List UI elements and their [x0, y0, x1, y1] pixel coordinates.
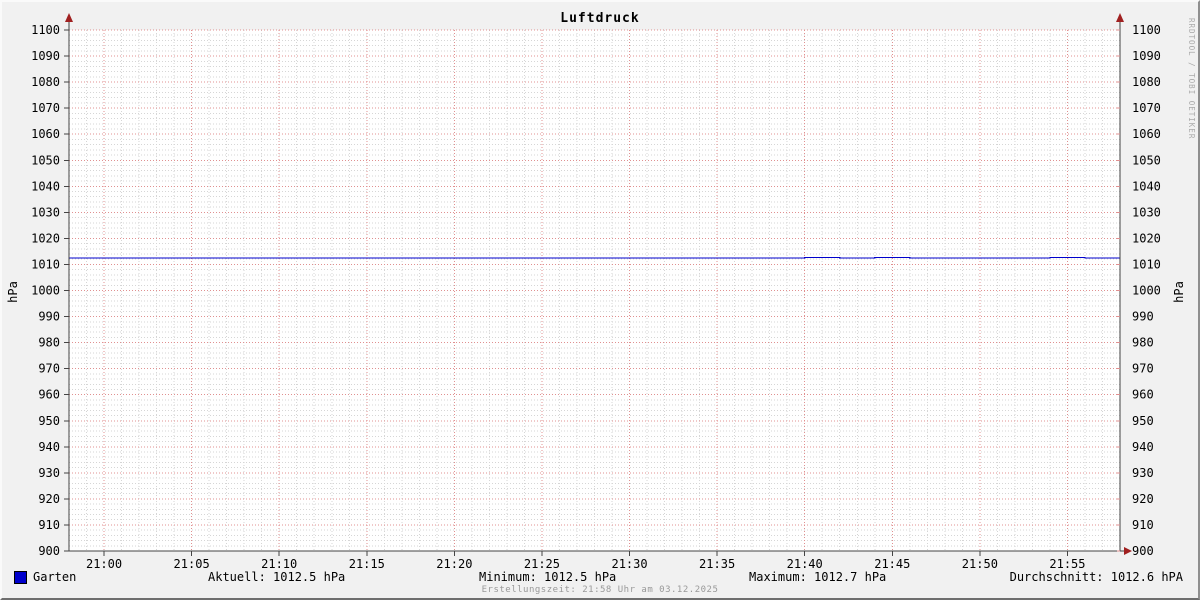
y-tick-label-right: 1020 — [1132, 231, 1161, 245]
chart-title: Luftdruck — [560, 11, 640, 26]
y-tick-label-left: 1050 — [31, 153, 60, 167]
x-tick-label: 21:45 — [874, 557, 910, 571]
creation-timestamp: Erstellungszeit: 21:58 Uhr am 03.12.2025 — [481, 585, 719, 595]
x-tick-label: 21:05 — [174, 557, 210, 571]
y-tick-label-right: 950 — [1132, 414, 1154, 428]
y-tick-label-left: 970 — [38, 362, 60, 376]
y-tick-label-right: 900 — [1132, 544, 1154, 558]
y-tick-label-right: 1000 — [1132, 284, 1161, 298]
y-tick-label-left: 1080 — [31, 75, 60, 89]
y-tick-label-left: 1040 — [31, 179, 60, 193]
y-tick-label-right: 960 — [1132, 388, 1154, 402]
y-tick-label-left: 900 — [38, 544, 60, 558]
legend-stats-row: Garten Aktuell: 1012.5 hPa Minimum: 1012… — [2, 570, 1198, 584]
y-tick-label-right: 980 — [1132, 336, 1154, 350]
y-tick-label-right: 1040 — [1132, 179, 1161, 193]
x-tick-label: 21:50 — [962, 557, 998, 571]
y-tick-label-left: 1000 — [31, 284, 60, 298]
x-tick-label: 21:35 — [699, 557, 735, 571]
y-tick-label-right: 1010 — [1132, 257, 1161, 271]
axis-left-arrow — [65, 13, 73, 22]
y-tick-label-left: 950 — [38, 414, 60, 428]
y-tick-label-right: 970 — [1132, 362, 1154, 376]
y-tick-label-left: 1030 — [31, 205, 60, 219]
y-tick-label-left: 1070 — [31, 101, 60, 115]
y-tick-label-right: 920 — [1132, 492, 1154, 506]
y-tick-label-left: 990 — [38, 310, 60, 324]
stat-maximum: Maximum: 1012.7 hPa — [749, 570, 887, 584]
x-tick-label: 21:30 — [611, 557, 647, 571]
y-tick-label-left: 1060 — [31, 127, 60, 141]
y-tick-label-left: 1010 — [31, 257, 60, 271]
y-tick-label-left: 920 — [38, 492, 60, 506]
x-tick-label: 21:55 — [1049, 557, 1085, 571]
y-tick-label-left: 940 — [38, 440, 60, 454]
y-tick-label-right: 1090 — [1132, 49, 1161, 63]
y-tick-label-right: 910 — [1132, 518, 1154, 532]
x-tick-label: 21:10 — [261, 557, 297, 571]
y-tick-label-left: 980 — [38, 336, 60, 350]
y-tick-label-right: 1030 — [1132, 205, 1161, 219]
rrdtool-watermark: RRDTOOL / TOBI OETIKER — [1187, 18, 1196, 140]
y-tick-label-left: 1090 — [31, 49, 60, 63]
y-tick-label-right: 990 — [1132, 310, 1154, 324]
y-tick-label-left: 960 — [38, 388, 60, 402]
x-tick-label: 21:15 — [349, 557, 385, 571]
series-line-garten — [69, 256, 1120, 259]
y-tick-label-right: 1080 — [1132, 75, 1161, 89]
y-tick-label-left: 930 — [38, 466, 60, 480]
legend-swatch — [14, 571, 27, 584]
axis-right-arrow — [1116, 13, 1124, 22]
y-tick-label-right: 930 — [1132, 466, 1154, 480]
x-tick-label: 21:40 — [787, 557, 823, 571]
y-tick-label-right: 1100 — [1132, 23, 1161, 37]
axis-bottom-arrow — [1124, 547, 1132, 555]
y-axis-unit-right: hPa — [1172, 281, 1186, 303]
y-tick-label-right: 1060 — [1132, 127, 1161, 141]
stat-durchschnitt: Durchschnitt: 1012.6 hPA — [1009, 570, 1183, 584]
y-tick-label-right: 1050 — [1132, 153, 1161, 167]
y-tick-label-left: 910 — [38, 518, 60, 532]
legend-series-label: Garten — [33, 570, 77, 584]
y-tick-label-right: 1070 — [1132, 101, 1161, 115]
x-tick-label: 21:25 — [524, 557, 560, 571]
stat-aktuell: Aktuell: 1012.5 hPa — [208, 570, 346, 584]
y-tick-label-left: 1100 — [31, 23, 60, 37]
x-tick-label: 21:00 — [86, 557, 122, 571]
y-tick-label-left: 1020 — [31, 231, 60, 245]
x-tick-label: 21:20 — [436, 557, 472, 571]
y-tick-label-right: 940 — [1132, 440, 1154, 454]
stat-minimum: Minimum: 1012.5 hPa — [479, 570, 617, 584]
y-axis-unit-left: hPa — [6, 281, 20, 303]
